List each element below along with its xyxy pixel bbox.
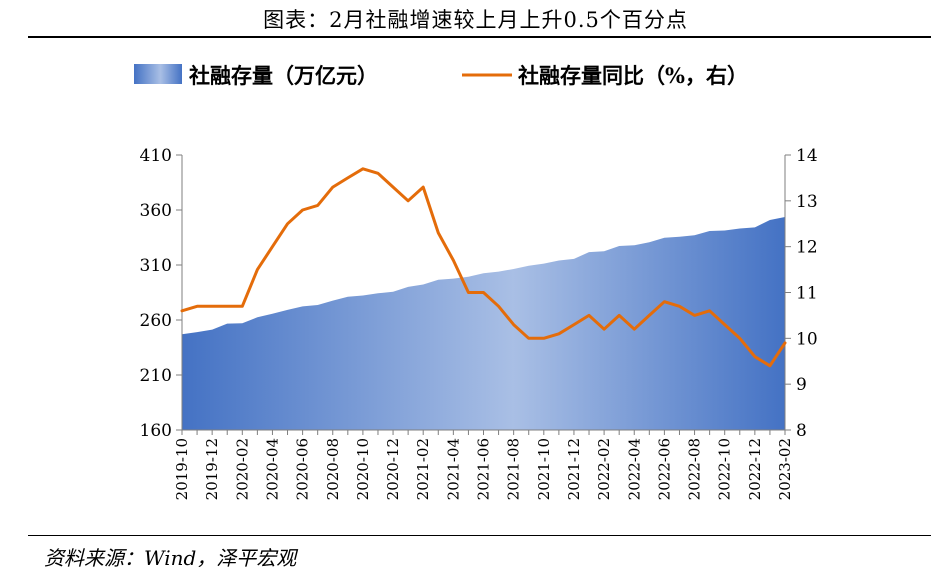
x-tick-label: 2019-12 [203,438,221,500]
plot-area: 160 210 260 310 360 410 8 9 10 11 12 13 14 2019-10 201… [140,146,818,500]
x-tick-label: 2020-08 [324,438,342,500]
x-tick-label: 2021-02 [414,438,432,500]
legend-area-swatch [134,64,182,84]
right-tick-label: 8 [796,421,807,441]
legend-area-label: 社融存量（万亿元） [188,63,378,88]
source-note: 资料来源：Wind，泽平宏观 [44,546,297,570]
right-tick-label: 10 [796,329,818,349]
legend-line-label: 社融存量同比（%，右） [517,63,748,88]
x-tick-label: 2020-02 [233,438,251,500]
x-tick-label: 2019-10 [173,438,191,500]
x-tick-label: 2021-12 [565,438,583,500]
x-tick-label: 2022-12 [746,438,764,500]
x-tick-label: 2020-12 [384,438,402,500]
x-tick-label: 2021-06 [475,438,493,500]
top-rule [28,36,931,38]
x-tick-label: 2021-04 [444,438,462,500]
left-tick-label: 360 [140,201,172,221]
legend: 社融存量（万亿元） 社融存量同比（%，右） [134,63,748,88]
right-tick-label: 12 [796,238,818,258]
x-tick-label: 2022-08 [686,438,704,500]
x-tick-label: 2020-10 [354,438,372,500]
left-tick-label: 160 [140,421,172,441]
line-series-yoy [180,167,787,368]
chart-title: 图表：2月社融增速较上月上升0.5个百分点 [263,8,688,32]
x-tick-label: 2023-02 [776,438,794,500]
x-tick-label: 2020-04 [263,438,281,500]
right-tick-label: 13 [796,192,818,212]
x-tick-label: 2022-06 [655,438,673,500]
bottom-rule [28,535,931,536]
left-tick-label: 310 [140,256,172,276]
right-tick-label: 9 [796,375,807,395]
area-series-stock [182,217,785,430]
x-tick-label: 2022-04 [625,438,643,500]
left-tick-label: 210 [140,366,172,386]
right-tick-label: 11 [796,284,818,304]
left-tick-label: 410 [140,146,172,166]
x-tick-label: 2020-06 [294,438,312,500]
x-tick-label: 2021-10 [535,438,553,500]
right-tick-label: 14 [796,146,818,166]
x-tick-label: 2022-10 [716,438,734,500]
left-tick-label: 260 [140,311,172,331]
x-tick-label: 2022-02 [595,438,613,500]
x-tick-label: 2021-08 [505,438,523,500]
